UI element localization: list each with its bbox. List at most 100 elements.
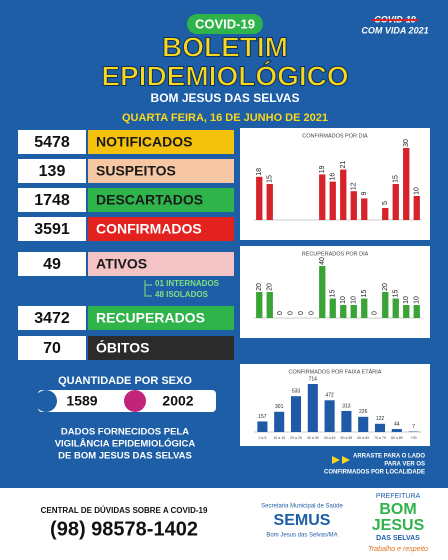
source: VIGILÂNCIA EPIDEMIOLÓGICA bbox=[55, 438, 196, 450]
bar-label: 226 bbox=[359, 409, 368, 415]
bar-label: 10 bbox=[351, 296, 358, 304]
female-icon bbox=[124, 390, 146, 412]
semus-bottom: Bom Jesus das Selvas/MA bbox=[266, 533, 337, 539]
jesus: JESUS bbox=[372, 517, 425, 534]
bar-label: 15 bbox=[330, 290, 337, 298]
bar bbox=[350, 305, 357, 318]
x-tick-label: 50 a 59 bbox=[341, 436, 353, 440]
bar-label: 20 bbox=[267, 283, 274, 291]
bar bbox=[274, 411, 285, 432]
bar bbox=[382, 292, 389, 318]
bar-label: 10 bbox=[340, 296, 347, 304]
swipe: ARRASTE PARA O LADO bbox=[353, 454, 425, 460]
female-count: 2002 bbox=[162, 393, 193, 409]
label-box bbox=[88, 217, 234, 241]
bar bbox=[307, 384, 318, 432]
bar bbox=[290, 396, 302, 432]
help: CENTRAL DE DÚVIDAS SOBRE A COVID-19 bbox=[41, 506, 208, 515]
row-label: SUSPEITOS bbox=[96, 163, 176, 179]
bar-label: 40 bbox=[319, 257, 326, 265]
row-value: 70 bbox=[43, 340, 61, 357]
phone: (98) 98578-1402 bbox=[50, 518, 198, 540]
active-detail: 48 ISOLADOS bbox=[155, 290, 209, 299]
bar bbox=[319, 266, 326, 318]
bar-label: 313 bbox=[342, 403, 351, 409]
label-box bbox=[88, 188, 234, 212]
row-label: RECUPERADOS bbox=[96, 310, 205, 326]
bar-label: 30 bbox=[403, 139, 410, 147]
bar-label: 12 bbox=[351, 182, 358, 190]
row-label: NOTIFICADOS bbox=[96, 134, 192, 150]
bar-label: 0 bbox=[288, 311, 295, 315]
corner: COM VIDA 2021 bbox=[361, 25, 428, 35]
row-value: 3472 bbox=[34, 310, 70, 327]
title-1: BOLETIM bbox=[162, 31, 288, 62]
bar bbox=[266, 292, 273, 318]
value-box bbox=[18, 336, 86, 360]
bar-label: 20 bbox=[256, 283, 263, 291]
x-tick-label: 0 a 9 bbox=[259, 436, 267, 440]
title-2: EPIDEMIOLÓGICO bbox=[101, 60, 348, 91]
bar-label: 301 bbox=[275, 404, 284, 410]
bar bbox=[391, 429, 402, 432]
bar bbox=[392, 298, 399, 318]
value-box bbox=[18, 188, 86, 212]
x-tick-label: 80 a 89 bbox=[391, 436, 403, 440]
row-label: ATIVOS bbox=[96, 256, 147, 272]
bar bbox=[413, 305, 420, 318]
bar bbox=[319, 174, 326, 220]
swipe: CONFIRMADOS POR LOCALIDADE bbox=[324, 470, 425, 476]
bar-label: 16 bbox=[330, 173, 337, 181]
bar-label: 15 bbox=[361, 290, 368, 298]
bar bbox=[257, 421, 268, 432]
source: DE BOM JESUS DAS SELVAS bbox=[58, 451, 192, 462]
bar-label: 472 bbox=[325, 393, 334, 399]
x-tick-label: 10 a 19 bbox=[273, 436, 285, 440]
row-value: 1748 bbox=[34, 192, 70, 209]
bar-label: 21 bbox=[340, 161, 347, 169]
bar bbox=[256, 292, 263, 318]
sex-title: QUANTIDADE POR SEXO bbox=[58, 375, 192, 387]
value-box bbox=[18, 306, 86, 330]
x-tick-label: 60 a 69 bbox=[357, 436, 369, 440]
x-tick-label: +90 bbox=[411, 436, 417, 440]
source: DADOS FORNECIDOS PELA bbox=[61, 427, 189, 438]
semus: SEMUS bbox=[274, 512, 331, 529]
label-box bbox=[88, 306, 234, 330]
male-icon bbox=[35, 390, 57, 412]
bar-label: 19 bbox=[319, 165, 326, 173]
bar bbox=[374, 423, 386, 432]
bar-label: 15 bbox=[393, 290, 400, 298]
pref: PREFEITURA bbox=[376, 493, 421, 500]
badge: COVID-19 bbox=[195, 16, 255, 31]
bar-label: 15 bbox=[267, 175, 274, 183]
bar-label: 15 bbox=[393, 175, 400, 183]
bar bbox=[256, 176, 263, 220]
selvas: DAS SELVAS bbox=[376, 535, 420, 542]
bar bbox=[403, 148, 410, 220]
label-box bbox=[88, 130, 234, 154]
bar-label: 0 bbox=[309, 311, 316, 315]
bar bbox=[329, 298, 336, 318]
label-box bbox=[88, 252, 234, 276]
bar-label: 0 bbox=[372, 311, 379, 315]
bar bbox=[340, 305, 347, 318]
bar-label: 533 bbox=[292, 388, 301, 394]
bar bbox=[341, 410, 352, 432]
x-tick-label: 40 a 49 bbox=[324, 436, 336, 440]
bar bbox=[329, 181, 336, 220]
row-value: 5478 bbox=[34, 134, 70, 151]
chart-title: RECUPERADOS POR DIA bbox=[302, 251, 369, 257]
connector bbox=[144, 280, 152, 297]
swipe: PARA VER OS bbox=[384, 462, 425, 468]
bar bbox=[413, 196, 420, 220]
value-box bbox=[18, 217, 86, 241]
row-label: CONFIRMADOS bbox=[96, 221, 202, 237]
row-value: 49 bbox=[43, 256, 61, 273]
value-box bbox=[18, 252, 86, 276]
bar-label: 7 bbox=[412, 424, 415, 430]
bar-label: 10 bbox=[414, 296, 421, 304]
male-count: 1589 bbox=[66, 393, 97, 409]
semus-top: Secretaria Municipal de Saúde bbox=[261, 504, 343, 510]
